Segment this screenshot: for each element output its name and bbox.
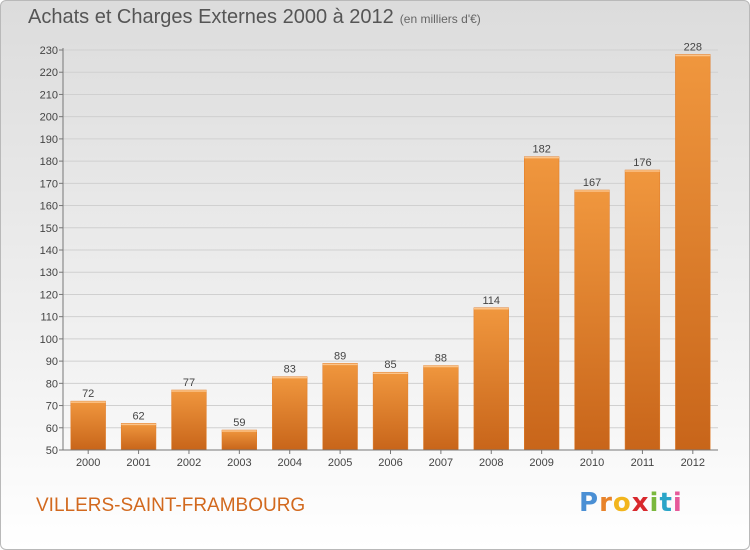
logo-letter: i — [672, 488, 683, 518]
data-label: 89 — [334, 350, 346, 362]
data-label: 176 — [633, 157, 651, 169]
x-tick-label: 2007 — [429, 457, 453, 469]
y-tick-label: 180 — [40, 156, 58, 168]
logo-letter: i — [649, 488, 660, 518]
data-label: 182 — [532, 144, 550, 156]
logo-letter: t — [659, 488, 673, 518]
y-tick-label: 110 — [40, 312, 58, 324]
x-tick-label: 2001 — [126, 457, 150, 469]
bar-2010 — [574, 189, 610, 451]
data-label: 88 — [435, 353, 447, 365]
x-tick-label: 2004 — [277, 457, 301, 469]
bar-2007 — [423, 365, 459, 451]
x-tick-label: 2003 — [227, 457, 251, 469]
y-tick-label: 80 — [46, 378, 58, 390]
y-tick-label: 140 — [40, 245, 58, 257]
y-tick-label: 200 — [40, 112, 58, 124]
data-label: 85 — [384, 359, 396, 371]
bar-2004 — [272, 376, 308, 451]
bar-2003 — [221, 429, 257, 451]
y-tick-label: 130 — [40, 267, 58, 279]
bar-2011 — [624, 169, 661, 451]
y-tick-label: 210 — [40, 89, 58, 101]
bar-2002 — [171, 389, 207, 451]
logo-letter: o — [612, 488, 632, 518]
y-axis-ticks: 50 60 70 80 90 100 110 120 130 140 150 160 170 180 190… — [40, 45, 64, 457]
bar-2001 — [120, 423, 157, 451]
x-tick-label: 2000 — [76, 457, 100, 469]
data-label: 167 — [583, 177, 601, 189]
commune-name: VILLERS-SAINT-FRAMBOURG — [36, 495, 306, 516]
bar-2006 — [372, 371, 409, 451]
data-label: 72 — [82, 388, 94, 400]
data-label: 59 — [233, 417, 245, 429]
x-tick-label: 2011 — [631, 457, 655, 469]
y-tick-label: 170 — [40, 178, 58, 190]
logo-letter: P — [579, 488, 600, 518]
logo-letter: r — [599, 488, 613, 518]
x-tick-label: 2008 — [479, 457, 503, 469]
x-axis-ticks: 2000 2001 2002 2003 2004 2005 2006 2007 2008 2009… — [63, 449, 718, 469]
bar-2009 — [524, 156, 560, 451]
bar-2000 — [70, 400, 106, 451]
y-tick-label: 120 — [40, 289, 58, 301]
y-tick-label: 220 — [40, 67, 58, 79]
x-tick-label: 2010 — [580, 457, 604, 469]
data-label: 228 — [684, 41, 702, 53]
bar-2005 — [322, 363, 358, 451]
data-label: 62 — [132, 410, 144, 422]
y-tick-label: 160 — [40, 201, 58, 213]
chart-title-block: Achats et Charges Externes 2000 à 2012 (e… — [28, 6, 481, 29]
data-label: 83 — [284, 364, 296, 376]
data-label: 77 — [183, 377, 195, 389]
y-tick-label: 60 — [46, 423, 58, 435]
chart-title: Achats et Charges Externes 2000 à 2012 — [28, 6, 394, 28]
bars: 72 62 77 59 83 89 85 88 114 182 167 176 228 — [70, 41, 711, 451]
data-label: 114 — [482, 295, 500, 307]
x-tick-label: 2006 — [378, 457, 402, 469]
x-tick-label: 2005 — [328, 457, 352, 469]
logo-letter: x — [631, 488, 650, 518]
y-tick-label: 70 — [46, 401, 58, 413]
y-tick-label: 230 — [40, 45, 58, 57]
y-tick-label: 150 — [40, 223, 58, 235]
bar-2012 — [675, 54, 711, 451]
y-tick-label: 90 — [46, 356, 58, 368]
x-tick-label: 2012 — [681, 457, 705, 469]
y-tick-label: 50 — [46, 445, 58, 457]
x-tick-label: 2009 — [529, 457, 553, 469]
bar-2008 — [473, 307, 509, 451]
y-tick-label: 190 — [40, 134, 58, 146]
y-tick-label: 100 — [40, 334, 58, 346]
x-tick-label: 2002 — [177, 457, 201, 469]
chart-subtitle: (en milliers d'€) — [399, 12, 481, 26]
proxiti-logo[interactable]: Proxiti — [579, 488, 683, 518]
